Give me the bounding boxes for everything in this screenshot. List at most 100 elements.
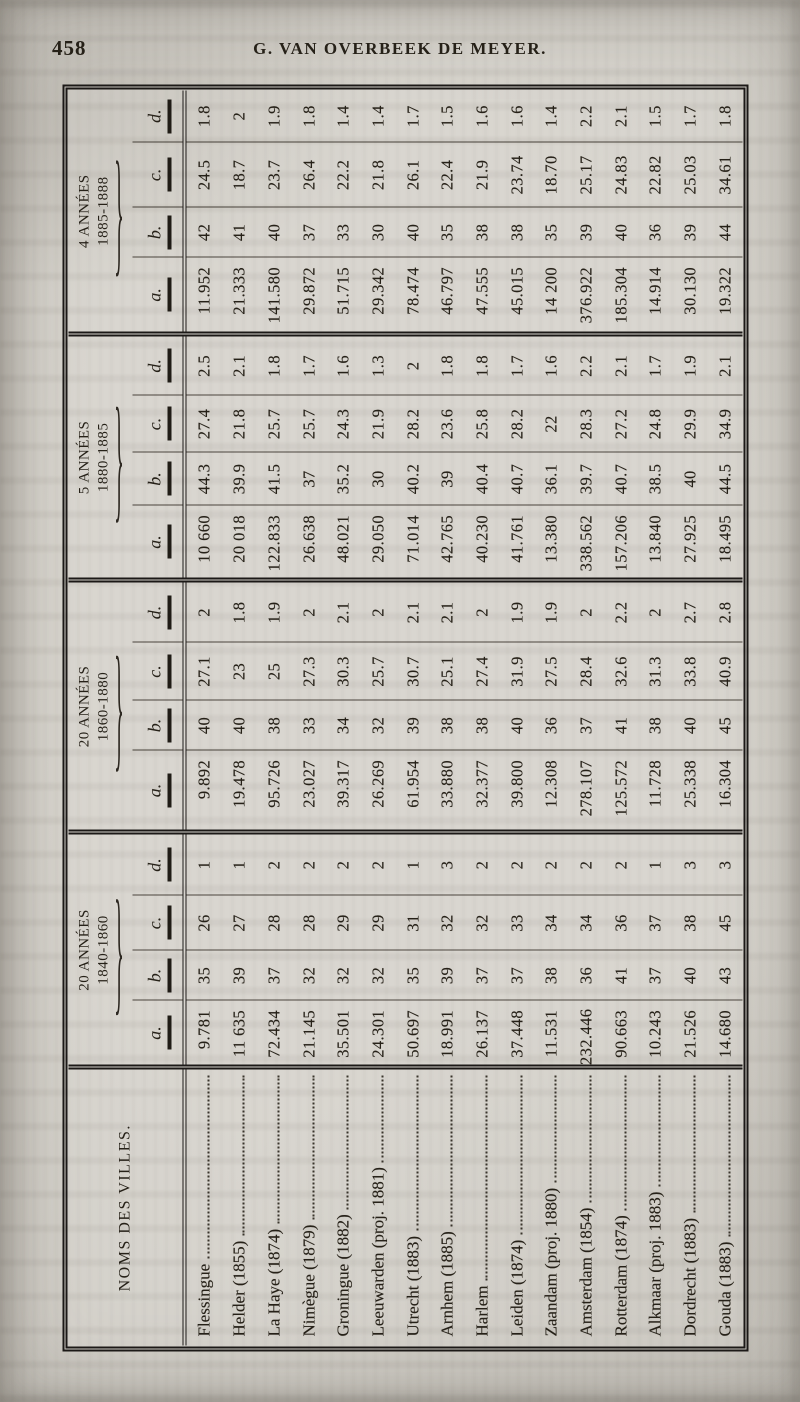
city-row: Harlem 26.137 37 32 2 32.377 38 27.4 2 40.230 40.4… (465, 90, 500, 1345)
city-name-cell: Utrecht (1883) (396, 1068, 431, 1346)
city-name-cell: Gouda (1883) (708, 1068, 743, 1346)
value-cell: 2 (603, 832, 639, 896)
value-cell: 32.377 (465, 750, 500, 833)
city-row: Alkmaar (proj. 1883) 10.243 37 37 1 11.728 38 3… (638, 90, 674, 1345)
dotted-leader (312, 1076, 315, 1220)
value-cell: 25.7 (361, 642, 396, 701)
value-cell: 2 (499, 832, 535, 896)
value-cell: 3 (673, 832, 708, 896)
value-cell: 1.8 (222, 580, 258, 643)
value-cell: 72.434 (257, 1000, 292, 1068)
brace-decoration: { (114, 639, 124, 794)
value-cell: 37 (465, 950, 500, 1001)
city-row: Groningue (1882) 35.501 32 29 2 39.317 34 30.3 2… (326, 90, 362, 1346)
value-cell: 34 (326, 700, 362, 751)
value-cell: 29.9 (673, 395, 708, 453)
value-cell: 1 (184, 832, 223, 896)
city-name-cell: Nimègue (1879) (292, 1068, 327, 1346)
value-cell: 1.8 (707, 90, 743, 143)
value-cell: 27.3 (291, 642, 327, 701)
value-cell: 1.8 (291, 90, 327, 143)
value-cell: 23.7 (257, 142, 292, 208)
value-cell: 26.638 (291, 505, 327, 581)
city-name: Dordrecht (1883) (680, 1218, 700, 1337)
value-cell: 21.333 (222, 257, 258, 335)
city-row: La Haye (1874) 72.434 37 28 2 95.726 38 25 1.9 12… (257, 90, 292, 1345)
city-name-cell: Groningue (1882) (327, 1068, 362, 1346)
dotted-leader (242, 1076, 245, 1236)
value-cell: 24.301 (361, 1000, 396, 1068)
dotted-leader (589, 1076, 592, 1203)
value-cell: 29.872 (291, 257, 327, 335)
city-name: Groningue (1882) (333, 1214, 353, 1337)
value-cell: 19.322 (707, 257, 743, 335)
value-cell: 31 (395, 895, 431, 951)
value-cell: 10 660 (184, 505, 223, 581)
dotted-leader (728, 1076, 731, 1237)
value-cell: 2.1 (326, 580, 362, 643)
value-cell: 2 (569, 832, 604, 896)
value-cell: 1.3 (361, 334, 396, 396)
value-cell: 30.7 (395, 642, 431, 701)
value-cell: 2.1 (603, 90, 639, 143)
value-cell: 78.474 (395, 257, 431, 335)
value-cell: 2.2 (569, 334, 604, 396)
value-cell: 2 (465, 580, 500, 643)
group-header-1860-1880: 20 ANNÉES 1860-1880 { (68, 580, 133, 833)
value-cell: 1.7 (395, 90, 431, 143)
value-cell: 2 (395, 334, 431, 396)
city-name-cell: Leiden (1874) (500, 1068, 535, 1346)
value-cell: 36 (534, 700, 570, 751)
value-cell: 9.781 (184, 1000, 223, 1068)
value-cell: 22 (534, 395, 570, 453)
value-cell: 2 (257, 832, 292, 896)
value-cell: 51.715 (326, 257, 362, 335)
dotted-leader (346, 1076, 349, 1210)
value-cell: 14.680 (707, 1000, 743, 1068)
value-cell: 25.8 (465, 395, 500, 453)
running-title: G. VAN OVERBEEK DE MEYER. (253, 39, 547, 58)
value-cell: 38 (499, 207, 535, 258)
city-name: Leeuwarden (proj. 1881) (368, 1167, 388, 1337)
value-cell: 1.6 (499, 90, 535, 143)
value-cell: 1.7 (291, 334, 327, 396)
value-cell: 39 (430, 950, 466, 1001)
value-cell: 13.380 (534, 505, 570, 581)
value-cell: 1.6 (465, 90, 500, 143)
names-column-header: NOMS DES VILLES. (68, 1067, 185, 1346)
group-header-row: NOMS DES VILLES. 20 ANNÉES 1840-1860 { 2… (68, 90, 185, 1346)
value-cell: 37 (257, 950, 292, 1001)
value-cell: 1.8 (184, 90, 223, 143)
value-cell: 2 (222, 90, 258, 143)
value-cell: 40.7 (499, 452, 535, 506)
value-cell: 38 (534, 950, 570, 1001)
value-cell: 37 (569, 700, 604, 751)
value-cell: 25.7 (257, 395, 292, 453)
value-cell: 21.9 (361, 395, 396, 453)
value-cell: 39 (430, 452, 466, 506)
value-cell: 1.8 (430, 334, 466, 396)
value-cell: 30.130 (673, 257, 708, 335)
value-cell: 19.478 (222, 750, 258, 833)
value-cell: 125.572 (603, 750, 639, 833)
value-cell: 39 (569, 207, 604, 258)
city-row: Leeuwarden (proj. 1881) 24.301 32 29 2 26.269… (361, 90, 396, 1345)
dotted-leader (658, 1076, 661, 1187)
value-cell: 90.663 (603, 1000, 639, 1068)
value-cell: 32.6 (603, 642, 639, 701)
city-name-cell: Flessingue (185, 1068, 223, 1346)
subcolumn-header-a: a. (132, 1000, 185, 1068)
value-cell: 1 (638, 832, 674, 896)
value-cell: 42.765 (430, 505, 466, 581)
value-cell: 3 (707, 832, 743, 896)
value-cell: 32 (430, 895, 466, 951)
city-name-cell: Helder (1855) (223, 1068, 258, 1346)
value-cell: 45 (707, 700, 743, 751)
brace-decoration: { (114, 390, 124, 545)
dotted-leader (485, 1076, 488, 1281)
value-cell: 2 (184, 580, 223, 643)
value-cell: 20 018 (222, 505, 258, 581)
value-cell: 61.954 (395, 750, 431, 833)
dotted-leader (624, 1076, 627, 1211)
value-cell: 33.880 (430, 750, 466, 833)
